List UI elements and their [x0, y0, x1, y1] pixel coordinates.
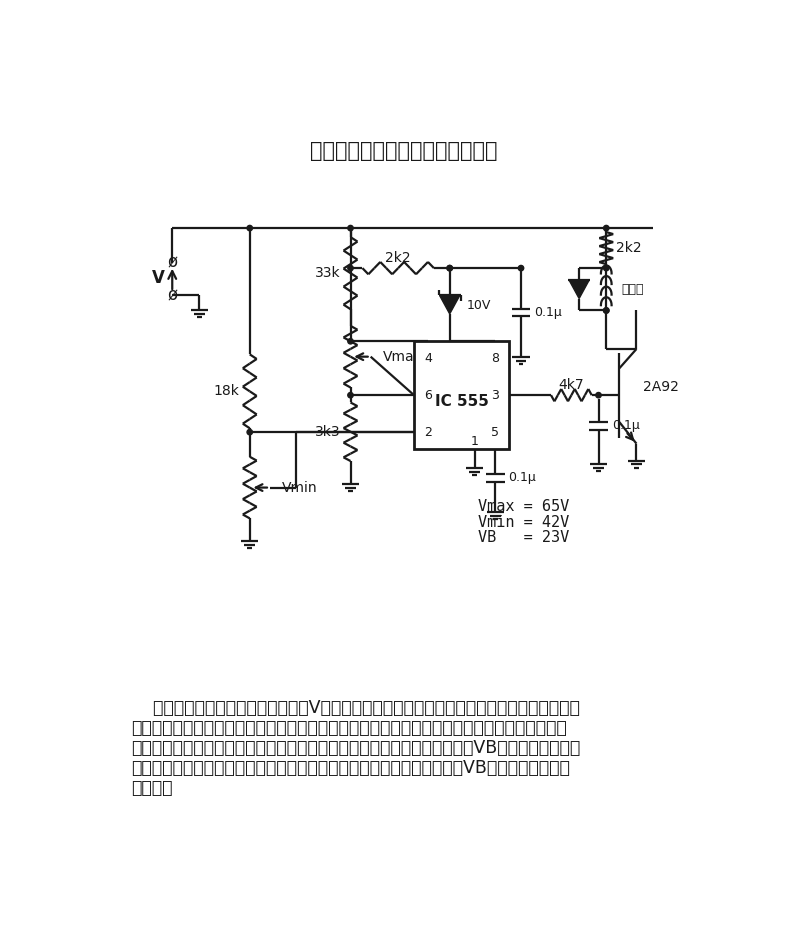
Text: 3: 3	[492, 389, 499, 401]
Text: Vmax: Vmax	[383, 350, 423, 363]
Text: 2A92: 2A92	[643, 380, 679, 395]
Text: 继电器: 继电器	[622, 283, 645, 296]
Circle shape	[348, 265, 353, 271]
Text: 33k: 33k	[315, 266, 340, 281]
Circle shape	[518, 265, 524, 271]
Text: ø: ø	[167, 286, 178, 304]
Circle shape	[247, 430, 252, 435]
Text: 4k7: 4k7	[559, 378, 584, 392]
Polygon shape	[569, 280, 589, 299]
Text: 这样低的电压就被认为是由于一个或数个电池元件损坏而造成的。当然，VB要比最小设定电压: 这样低的电压就被认为是由于一个或数个电池元件损坏而造成的。当然，VB要比最小设定…	[131, 760, 570, 777]
Circle shape	[348, 393, 353, 398]
Text: 18k: 18k	[214, 384, 240, 398]
Text: 低得多。: 低得多。	[131, 780, 173, 797]
Text: 接通充电器电路。当电池电压超过最大设定电压时，继电器断电释放，并保持释放状态到电池电: 接通充电器电路。当电池电压超过最大设定电压时，继电器断电释放，并保持释放状态到电…	[131, 719, 567, 737]
Text: 1: 1	[470, 435, 478, 448]
Circle shape	[348, 225, 353, 231]
Text: Vmin = 42V: Vmin = 42V	[478, 514, 570, 530]
Text: V: V	[151, 269, 165, 287]
Circle shape	[604, 265, 609, 271]
Circle shape	[447, 265, 452, 271]
Text: VB   = 23V: VB = 23V	[478, 530, 570, 545]
Text: 4: 4	[424, 352, 432, 365]
Circle shape	[348, 339, 353, 344]
Circle shape	[604, 308, 609, 313]
Text: 0.1μ: 0.1μ	[611, 419, 639, 433]
Text: 6: 6	[424, 389, 432, 401]
Text: IC 555: IC 555	[435, 394, 488, 409]
Text: 压降低至它再次吸合的最小设定电压为止。电池电压低于继电器的阈值电压VB（低断路电压），: 压降低至它再次吸合的最小设定电压为止。电池电压低于继电器的阈值电压VB（低断路电…	[131, 739, 581, 757]
Text: 0.1μ: 0.1μ	[534, 306, 562, 319]
Text: 8: 8	[492, 352, 499, 365]
Circle shape	[447, 265, 452, 271]
Text: 0.1μ: 0.1μ	[509, 472, 537, 484]
Text: 5: 5	[492, 426, 499, 438]
Text: 2k2: 2k2	[616, 242, 642, 255]
Text: 3k3: 3k3	[315, 425, 340, 438]
Text: 10V: 10V	[467, 299, 491, 312]
Circle shape	[247, 225, 252, 231]
Text: 电池组充电器用的电压检测继电器: 电池组充电器用的电压检测继电器	[310, 141, 498, 161]
Bar	[414, 341, 510, 449]
Polygon shape	[439, 296, 460, 314]
Text: 2: 2	[424, 426, 432, 438]
Text: 电池正在充电时，测量电池电压为V。如果所测电压低于最小设定电压，继电器就通电吸合，: 电池正在充电时，测量电池电压为V。如果所测电压低于最小设定电压，继电器就通电吸合…	[131, 699, 580, 717]
Text: Vmin: Vmin	[282, 480, 318, 495]
Circle shape	[596, 393, 601, 398]
Text: 2k2: 2k2	[385, 251, 411, 265]
Circle shape	[604, 308, 609, 313]
Text: ø: ø	[167, 254, 178, 272]
Circle shape	[604, 225, 609, 231]
Text: Vmax = 65V: Vmax = 65V	[478, 499, 570, 514]
